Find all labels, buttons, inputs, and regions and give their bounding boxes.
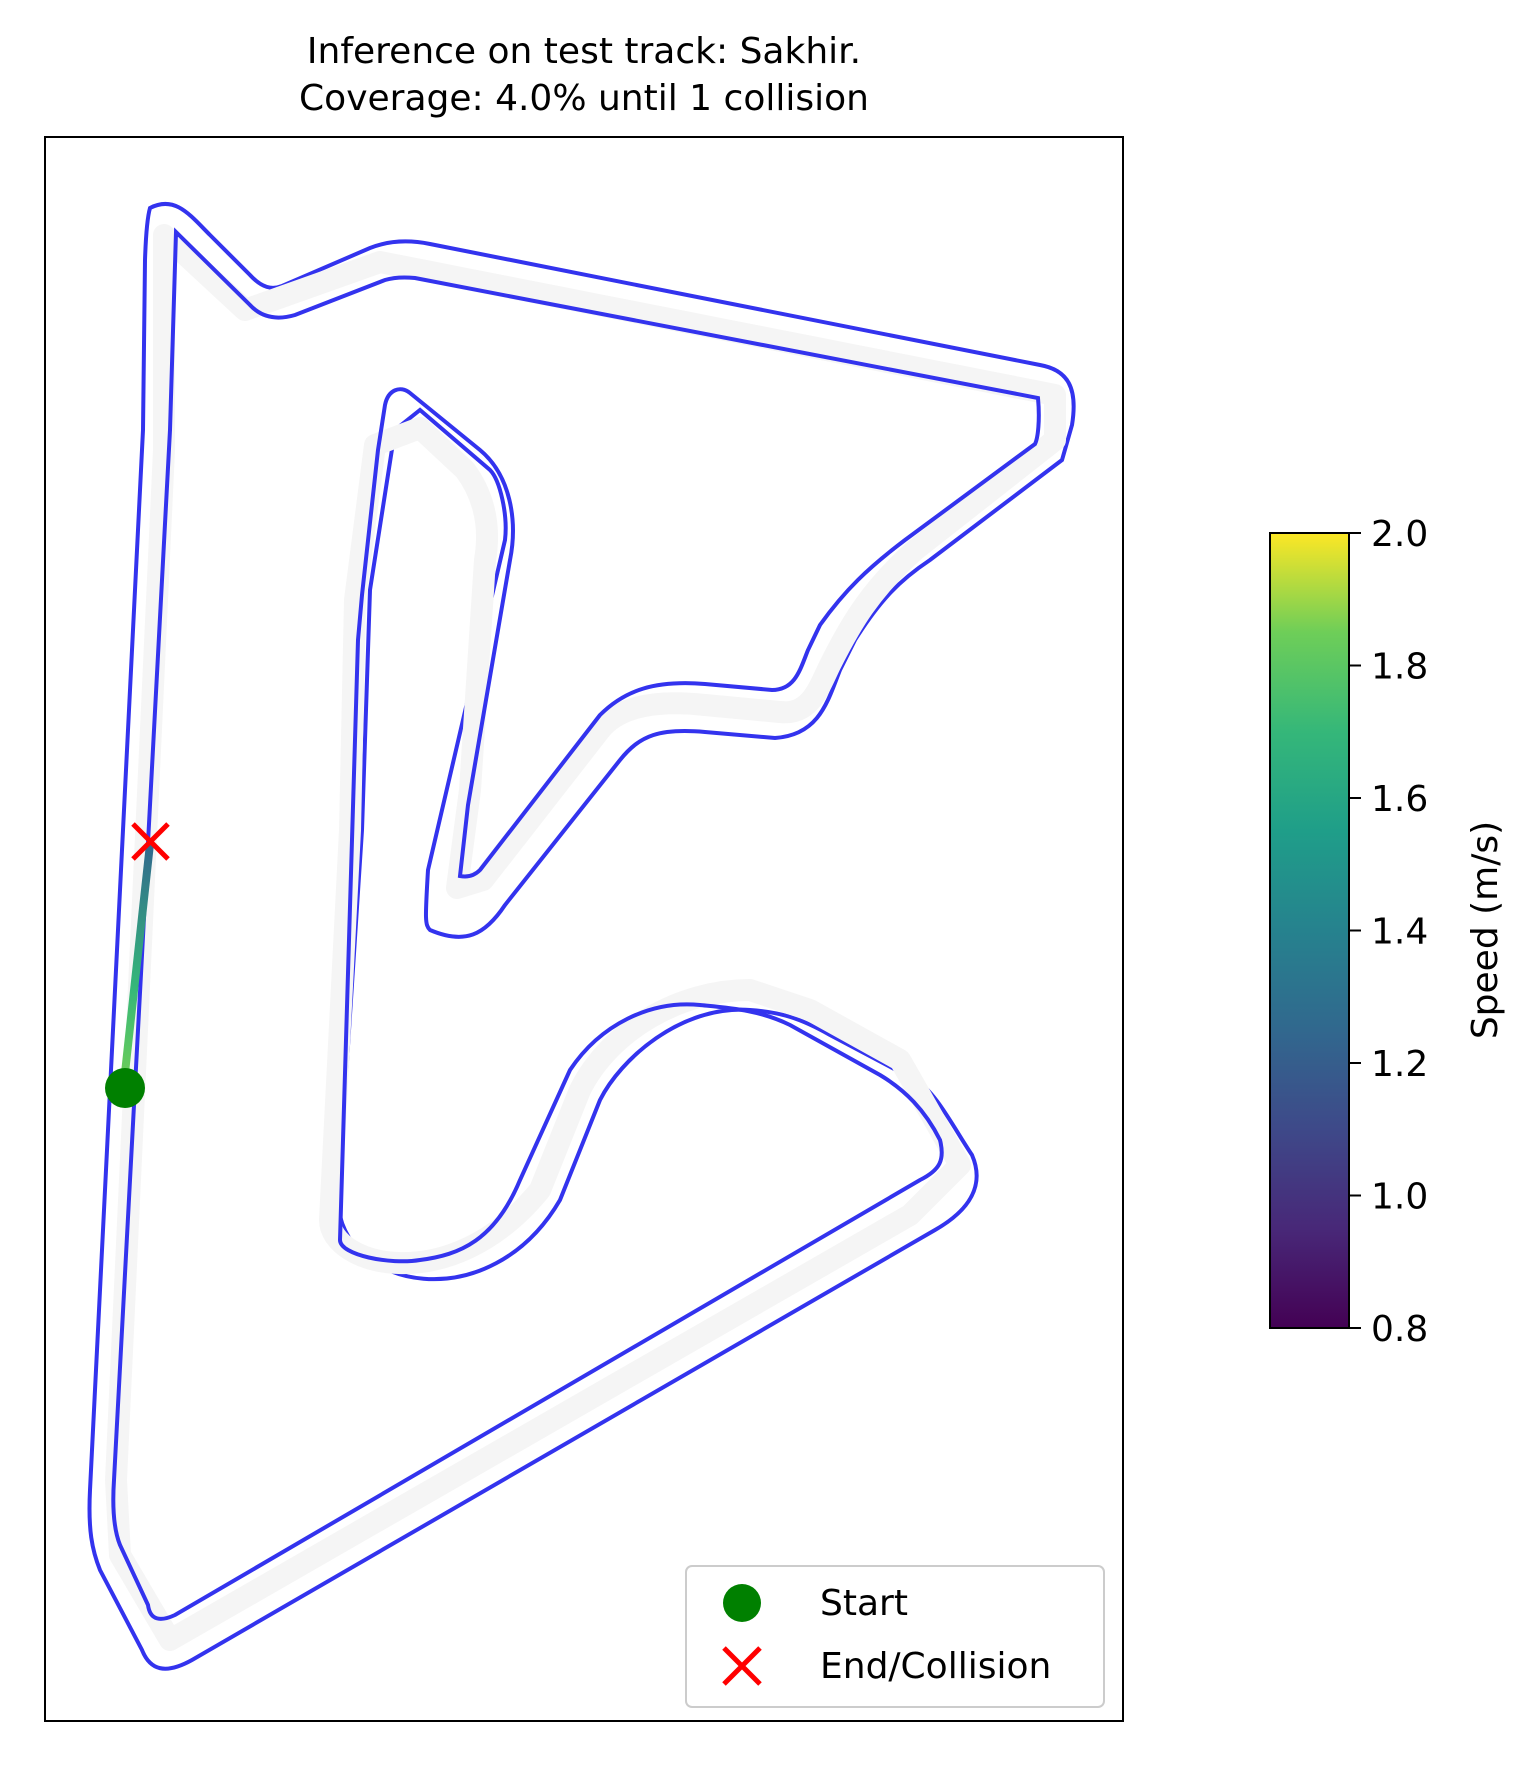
legend: Start End/Collision bbox=[685, 1565, 1105, 1708]
colorbar: 0.8 1.0 1.2 1.4 1.6 1.8 2.0 Speed (m/s) bbox=[1269, 514, 1506, 1350]
track-inner-boundary bbox=[111, 227, 1041, 1621]
legend-box bbox=[685, 1565, 1105, 1708]
colorbar-label: Speed (m/s) bbox=[1465, 821, 1506, 1039]
colorbar-tick-label: 1.6 bbox=[1371, 779, 1428, 820]
start-marker bbox=[105, 1068, 145, 1108]
colorbar-tick-label: 0.8 bbox=[1371, 1309, 1428, 1350]
legend-start-icon bbox=[723, 1584, 761, 1622]
colorbar-tick-label: 1.2 bbox=[1371, 1044, 1428, 1085]
track-surface bbox=[105, 224, 1066, 1651]
colorbar-tick-label: 1.4 bbox=[1371, 912, 1428, 953]
end-collision-marker bbox=[131, 822, 170, 861]
legend-end-collision-label: End/Collision bbox=[820, 1646, 1051, 1687]
colorbar-ticks: 0.8 1.0 1.2 1.4 1.6 1.8 2.0 bbox=[1349, 514, 1428, 1350]
legend-end-collision-icon bbox=[722, 1646, 762, 1686]
legend-start-label: Start bbox=[820, 1583, 908, 1624]
chart-title-line1: Inference on test track: Sakhir. bbox=[307, 31, 861, 72]
track-outer-boundary bbox=[87, 201, 1076, 1671]
plot-area bbox=[44, 136, 1124, 1722]
colorbar-gradient bbox=[1269, 532, 1350, 1329]
colorbar-tick-label: 1.0 bbox=[1371, 1177, 1428, 1218]
trajectory-line bbox=[120, 843, 154, 1083]
chart-title-line2: Coverage: 4.0% until 1 collision bbox=[299, 78, 869, 119]
colorbar-tick-label: 1.8 bbox=[1371, 647, 1428, 688]
colorbar-tick-label: 2.0 bbox=[1371, 514, 1428, 555]
